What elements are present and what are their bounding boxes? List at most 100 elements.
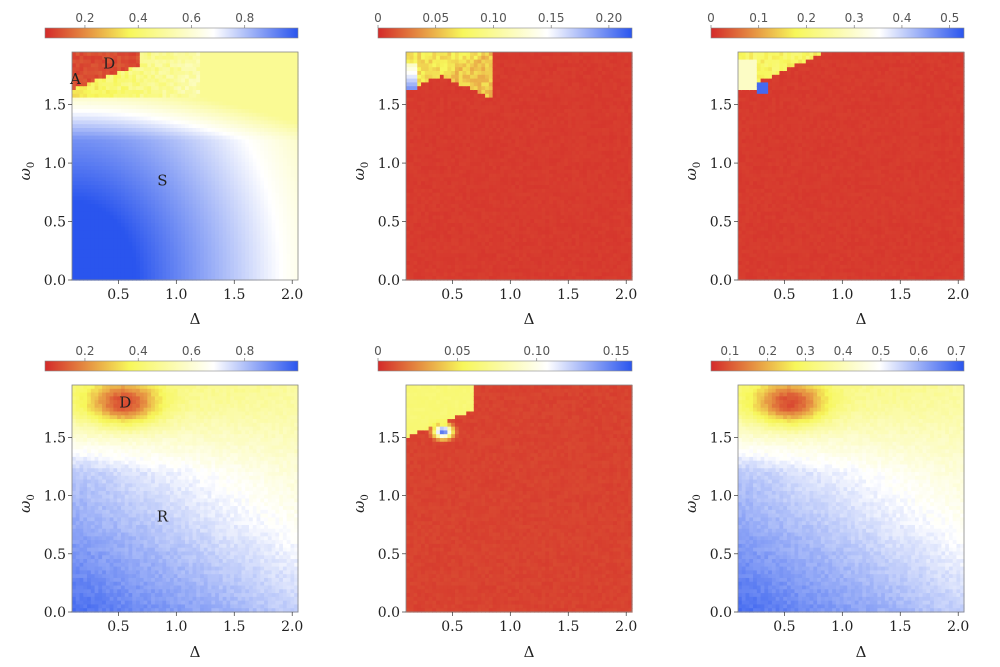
heatmap-cell (72, 166, 77, 171)
heatmap-cell (406, 185, 411, 190)
heatmap-cell (485, 71, 490, 76)
heatmap-cell (237, 242, 243, 247)
heatmap-cell (90, 215, 96, 220)
heatmap-cell (154, 162, 160, 167)
heatmap-cell (151, 276, 156, 281)
heatmap-cell (162, 166, 167, 171)
heatmap-cell (245, 223, 250, 228)
heatmap-cell (226, 181, 231, 186)
heatmap-cell (279, 230, 284, 235)
heatmap-cell (252, 245, 258, 251)
heatmap-cell (249, 105, 254, 110)
heatmap-cell (249, 264, 254, 270)
heatmap-cell (98, 234, 103, 239)
heatmap-cell (237, 135, 243, 140)
heatmap-cell (207, 169, 212, 175)
heatmap-cell (113, 154, 118, 159)
heatmap-cell (72, 63, 77, 68)
heatmap-cell (158, 276, 163, 281)
heatmap-cell (264, 150, 269, 156)
heatmap-cell (154, 257, 160, 262)
heatmap-cell (454, 147, 460, 152)
heatmap-cell (105, 272, 111, 277)
heatmap-cell (147, 215, 152, 220)
heatmap-cell (447, 59, 452, 64)
heatmap-cell (207, 131, 212, 137)
heatmap-cell (406, 90, 411, 95)
heatmap-cell (166, 264, 171, 270)
heatmap-cell (151, 139, 156, 144)
heatmap-cell (470, 90, 475, 95)
heatmap-cell (166, 211, 171, 216)
heatmap-cell (188, 234, 194, 239)
heatmap-cell (215, 207, 220, 213)
heatmap-cell (124, 226, 130, 232)
heatmap-cell (117, 120, 122, 125)
heatmap-cell (185, 97, 190, 102)
heatmap-cell (113, 116, 118, 121)
heatmap-cell (222, 131, 228, 137)
heatmap-cell (249, 90, 254, 95)
heatmap-cell (439, 82, 445, 87)
heatmap-cell (162, 59, 167, 64)
heatmap-cell (90, 71, 96, 76)
heatmap-cell (124, 177, 130, 182)
heatmap-cell (147, 120, 152, 125)
heatmap-cell (94, 109, 99, 114)
heatmap-cell (451, 226, 456, 232)
heatmap-cell (264, 78, 269, 83)
heatmap-cell (294, 261, 299, 266)
heatmap-cell (136, 143, 141, 148)
heatmap-cell (271, 169, 276, 175)
heatmap-cell (79, 150, 84, 156)
heatmap-cell (436, 245, 441, 251)
heatmap-cell (406, 223, 411, 228)
heatmap-cell (136, 128, 141, 133)
heatmap-cell (79, 219, 84, 224)
heatmap-cell (109, 238, 115, 243)
heatmap-cell (207, 93, 212, 99)
heatmap-cell (466, 181, 471, 186)
heatmap-cell (279, 272, 284, 277)
heatmap-cell (215, 93, 220, 99)
heatmap-cell (237, 181, 243, 186)
heatmap-cell (192, 261, 197, 266)
heatmap-cell (173, 78, 179, 83)
heatmap-cell (264, 242, 269, 247)
heatmap-cell (286, 268, 292, 273)
heatmap-cell (233, 90, 239, 95)
heatmap-cell (72, 139, 77, 144)
heatmap-cell (473, 185, 479, 190)
heatmap-cell (424, 234, 430, 239)
heatmap-cell (83, 238, 88, 243)
heatmap-cell (454, 200, 460, 205)
heatmap-cell (432, 264, 437, 270)
heatmap-cell (294, 109, 299, 114)
heatmap-cell (166, 67, 171, 72)
heatmap-cell (462, 78, 467, 83)
heatmap-cell (275, 150, 280, 156)
heatmap-cell (406, 105, 411, 110)
heatmap-cell (267, 257, 273, 262)
heatmap-cell (286, 173, 292, 178)
heatmap-cell (79, 74, 84, 80)
heatmap-cell (75, 109, 81, 114)
heatmap-cell (75, 112, 81, 118)
heatmap-cell (275, 245, 280, 251)
heatmap-cell (294, 105, 299, 110)
heatmap-cell (439, 196, 445, 201)
heatmap-cell (222, 272, 228, 277)
heatmap-cell (98, 52, 103, 57)
heatmap-cell (443, 177, 449, 182)
heatmap-cell (477, 139, 482, 144)
heatmap-cell (120, 276, 126, 281)
heatmap-cell (109, 78, 115, 83)
heatmap-cell (207, 63, 212, 68)
heatmap-cell (188, 86, 194, 91)
heatmap-cell (279, 268, 284, 273)
heatmap-cell (241, 101, 246, 106)
heatmap-cell (109, 223, 115, 228)
x-tick-label: 1.0 (165, 287, 187, 303)
heatmap-cell (451, 158, 456, 163)
heatmap-cell (75, 162, 81, 167)
